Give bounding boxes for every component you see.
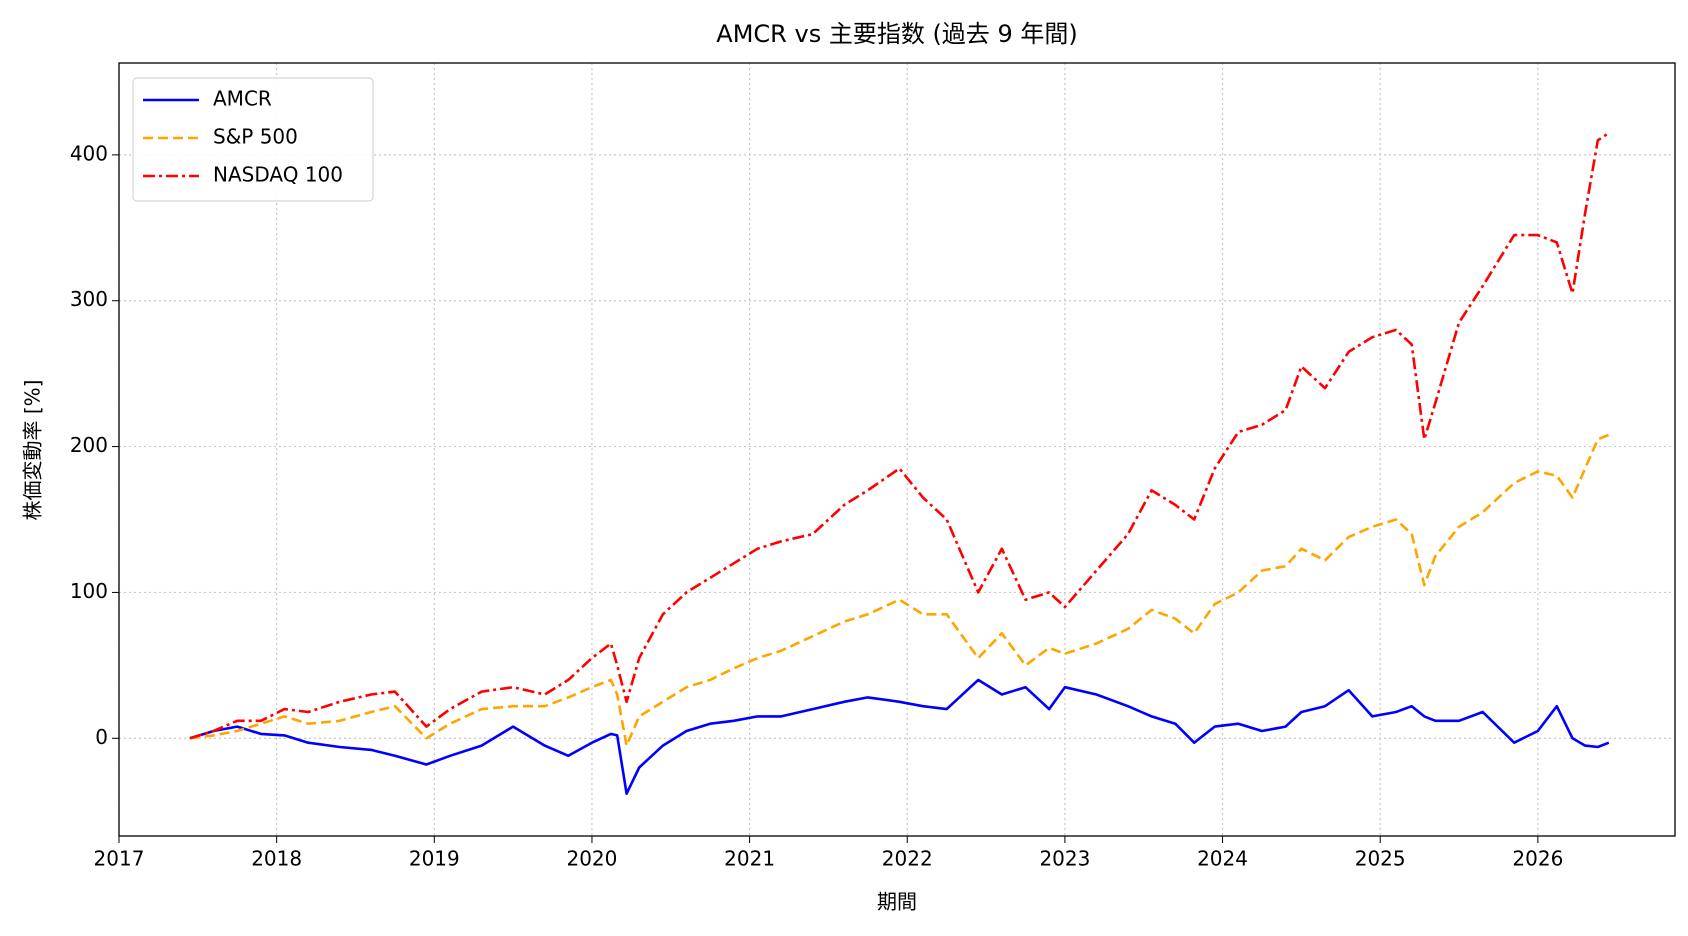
y-tick-label: 200 — [70, 433, 108, 457]
legend-label: NASDAQ 100 — [213, 163, 343, 187]
y-tick-label: 400 — [70, 141, 108, 165]
line-series — [189, 131, 1610, 740]
x-tick-label: 2020 — [566, 847, 617, 871]
x-tick-label: 2019 — [409, 847, 460, 871]
y-tick-label: 0 — [95, 725, 108, 749]
chart-title: AMCR vs 主要指数 (過去 9 年間) — [716, 20, 1077, 48]
x-axis-label: 期間 — [877, 890, 917, 914]
x-tick-label: 2018 — [251, 847, 302, 871]
x-tick-label: 2025 — [1355, 847, 1406, 871]
y-tick-label: 300 — [70, 287, 108, 311]
x-tick-label: 2022 — [882, 847, 933, 871]
y-axis-label: 株価変動率 [%] — [21, 380, 45, 521]
plot-frame — [118, 62, 1676, 837]
x-tick-label: 2024 — [1197, 847, 1248, 871]
x-tick-label: 2026 — [1512, 847, 1563, 871]
line-series — [189, 678, 1610, 795]
line-series — [189, 433, 1610, 747]
y-tick-label: 100 — [70, 579, 108, 603]
legend-label: S&P 500 — [213, 125, 298, 149]
x-tick-label: 2023 — [1039, 847, 1090, 871]
x-tick-label: 2021 — [724, 847, 775, 871]
x-tick-label: 2017 — [94, 847, 145, 871]
legend-label: AMCR — [213, 87, 272, 111]
legend-box — [132, 77, 374, 202]
